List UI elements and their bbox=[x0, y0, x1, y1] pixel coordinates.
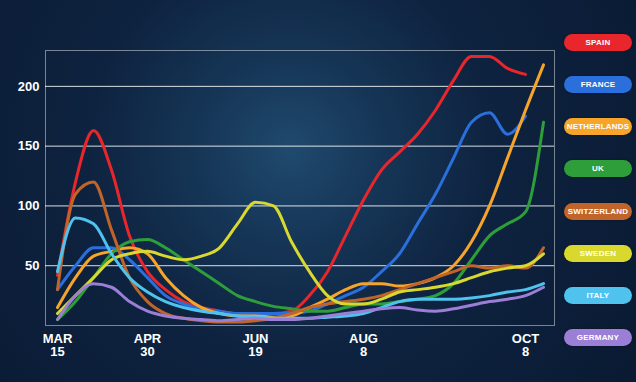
html-text:SWEDEN: SWEDEN bbox=[579, 248, 617, 258]
svg-text:50: 50 bbox=[25, 258, 39, 273]
html-text:NETHERLANDS: NETHERLANDS bbox=[566, 122, 630, 132]
svg-text:100: 100 bbox=[18, 198, 40, 213]
svg-text:MAR15: MAR15 bbox=[43, 331, 73, 359]
html-text:FRANCE: FRANCE bbox=[580, 80, 616, 90]
svg-text:AUG8: AUG8 bbox=[349, 331, 378, 359]
html-text:GERMANY: GERMANY bbox=[576, 333, 620, 342]
svg-text:200: 200 bbox=[18, 79, 40, 94]
svg-text:150: 150 bbox=[18, 138, 40, 153]
html-text:SWITZERLAND: SWITZERLAND bbox=[567, 206, 629, 216]
html-text:ITALY: ITALY bbox=[586, 290, 610, 300]
svg-text:APR30: APR30 bbox=[134, 331, 162, 359]
html-text:UK: UK bbox=[592, 164, 604, 174]
svg-text:OCT8: OCT8 bbox=[512, 331, 540, 359]
svg-text:JUN19: JUN19 bbox=[242, 331, 268, 359]
html-text:SPAIN: SPAIN bbox=[585, 38, 611, 47]
